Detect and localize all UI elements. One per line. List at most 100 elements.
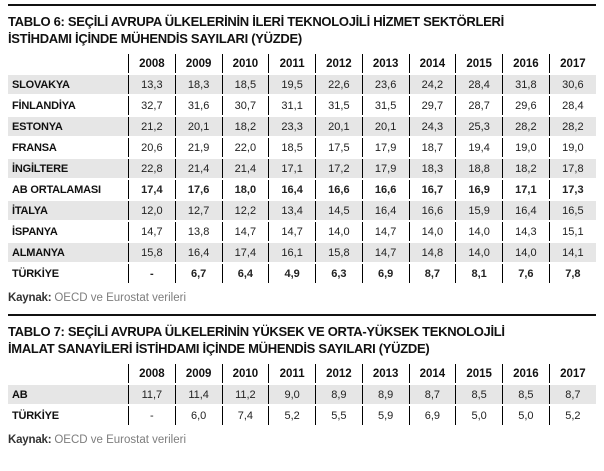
tablo-6-table: 2008 2009 2010 2011 2012 2013 2014 2015 2016 2017… [8,54,596,285]
value-cell: 14,8 [408,242,456,263]
tablo-7-body: AB 11,7 11,4 11,2 9,0 8,9 8,9 8,7 8,5 8,5 8,7 TÜRKİ… [8,384,596,426]
value-cell: 15,1 [548,221,596,242]
value-cell: 20,6 [128,137,176,158]
value-cell: 14,1 [548,242,596,263]
value-cell: 13,3 [128,74,176,95]
value-cell: 18,5 [221,74,269,95]
value-cell: 17,5 [315,137,363,158]
value-cell: 6,9 [408,405,456,426]
value-cell: 13,8 [174,221,222,242]
value-cell: 16,5 [548,200,596,221]
value-cell: 18,2 [502,158,550,179]
value-cell: 14,7 [268,221,316,242]
table-row: İNGİLTERE 22,8 21,4 21,4 17,1 17,2 17,9 18,3 18,… [8,158,596,179]
value-cell: 16,4 [268,179,316,200]
value-cell: 14,7 [128,221,176,242]
year-header: 2011 [268,54,316,74]
value-cell: 8,1 [455,263,503,284]
value-cell: 21,2 [128,116,176,137]
value-cell: 28,2 [502,116,550,137]
value-cell: 30,7 [221,95,269,116]
value-cell: 5,2 [268,405,316,426]
tablo-7-title: TABLO 7: SEÇİLİ AVRUPA ÜLKELERİNİN YÜKSE… [8,323,596,357]
value-cell: 6,4 [221,263,269,284]
value-cell: - [128,405,176,426]
row-label: SLOVAKYA [12,78,70,91]
value-cell: 14,3 [502,221,550,242]
value-cell: 16,4 [174,242,222,263]
table-row: TÜRKİYE -6,7 6,4 4,9 6,3 6,9 8,7 8,1 7,6 7,8 [8,263,596,284]
corner-cell [8,364,129,384]
value-cell: 28,4 [548,95,596,116]
value-cell: 13,4 [268,200,316,221]
table-row: İTALYA 12,0 12,7 12,2 13,4 14,5 16,4 16,6 15,9 16… [8,200,596,221]
value-cell: 11,2 [221,384,269,405]
row-label: TÜRKİYE [12,409,59,422]
value-cell: 8,5 [502,384,550,405]
row-label: FRANSA [12,141,57,154]
year-header: 2016 [502,54,550,74]
row-label: AB [12,388,28,401]
value-cell: 16,7 [408,179,456,200]
year-header: 2010 [221,364,269,384]
value-cell: 6,9 [361,263,409,284]
year-header: 2016 [502,364,550,384]
value-cell: 31,1 [268,95,316,116]
value-cell: 20,1 [315,116,363,137]
value-cell: 14,5 [315,200,363,221]
value-cell: 17,6 [174,179,222,200]
row-label: TÜRKİYE [12,267,59,280]
value-cell: 15,8 [128,242,176,263]
value-cell: 31,6 [174,95,222,116]
table-row: FİNLANDİYA 32,7 31,6 30,7 31,1 31,5 31,5 29,7 28… [8,95,596,116]
value-cell: 16,1 [268,242,316,263]
value-cell: 20,1 [174,116,222,137]
value-cell: 6,3 [315,263,363,284]
value-cell: 14,0 [408,221,456,242]
source-note: Kaynak: OECD ve Eurostat verileri [8,433,596,447]
value-cell: 19,0 [548,137,596,158]
value-cell: 7,6 [502,263,550,284]
value-cell: 16,6 [408,200,456,221]
source-label: Kaynak: [8,292,52,304]
value-cell: 6,0 [174,405,222,426]
value-cell: 20,1 [361,116,409,137]
value-cell: 23,6 [361,74,409,95]
value-cell: 14,7 [221,221,269,242]
year-header: 2014 [408,54,456,74]
value-cell: 31,5 [361,95,409,116]
year-header: 2017 [548,364,596,384]
value-cell: 18,0 [221,179,269,200]
value-cell: 32,7 [128,95,176,116]
value-cell: 19,5 [268,74,316,95]
tablo-6-title-line-1: TABLO 6: SEÇİLİ AVRUPA ÜLKELERİNİN İLERİ… [8,14,504,29]
value-cell: 23,3 [268,116,316,137]
value-cell: 5,9 [361,405,409,426]
row-label: İTALYA [12,204,48,217]
value-cell: 18,7 [408,137,456,158]
value-cell: 17,4 [221,242,269,263]
tablo-7-title-line-1: TABLO 7: SEÇİLİ AVRUPA ÜLKELERİNİN YÜKSE… [8,324,505,339]
value-cell: 5,5 [315,405,363,426]
value-cell: 8,9 [315,384,363,405]
section-tablo-6: TABLO 6: SEÇİLİ AVRUPA ÜLKELERİNİN İLERİ… [8,13,596,305]
value-cell: 25,3 [455,116,503,137]
value-cell: 28,7 [455,95,503,116]
value-cell: 8,7 [408,384,456,405]
value-cell: 12,2 [221,200,269,221]
value-cell: 15,9 [455,200,503,221]
value-cell: 22,8 [128,158,176,179]
table-row: ESTONYA 21,2 20,1 18,2 23,3 20,1 20,1 24,3 25,3 2… [8,116,596,137]
value-cell: 6,7 [174,263,222,284]
row-label: İNGİLTERE [12,162,69,175]
value-cell: 19,4 [455,137,503,158]
value-cell: 17,1 [268,158,316,179]
value-cell: 9,0 [268,384,316,405]
tablo-7-table: 2008 2009 2010 2011 2012 2013 2014 2015 2016 2017… [8,364,596,427]
value-cell: 11,4 [174,384,222,405]
year-header: 2009 [174,54,222,74]
source-label: Kaynak: [8,434,52,446]
value-cell: 18,5 [268,137,316,158]
value-cell: 15,8 [315,242,363,263]
value-cell: 12,0 [128,200,176,221]
